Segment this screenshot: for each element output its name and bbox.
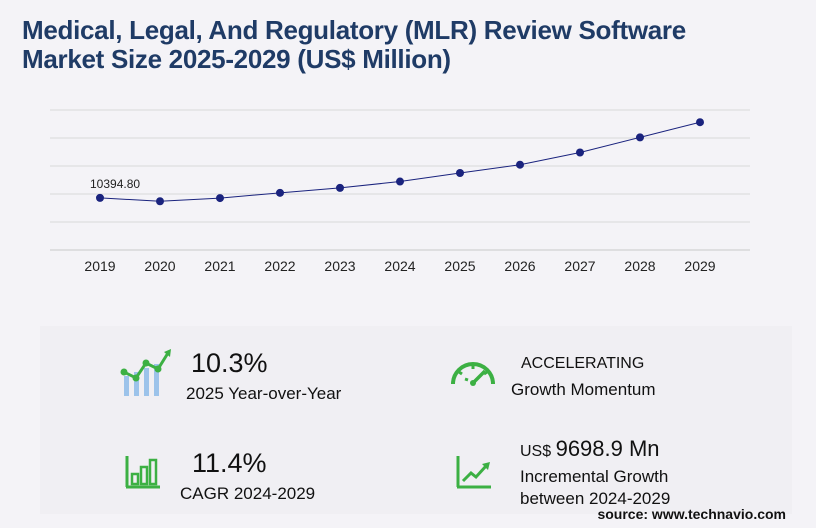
data-point (516, 160, 524, 169)
incremental-label-1: Incremental Growth (520, 467, 669, 486)
incremental-label-2: between 2024-2029 (520, 489, 671, 508)
cagr-value: 11.4% (192, 448, 267, 478)
data-point (96, 193, 104, 202)
growth-chart-icon (120, 349, 171, 396)
data-point (276, 188, 284, 197)
bar-chart-icon (125, 456, 160, 489)
data-point (396, 177, 404, 186)
data-point (156, 197, 164, 206)
x-tick-label: 2019 (84, 258, 115, 274)
title-line-2: Market Size 2025-2029 (US$ Million) (22, 44, 451, 74)
page-title: Medical, Legal, And Regulatory (MLR) Rev… (22, 16, 782, 74)
x-tick-label: 2025 (444, 258, 475, 274)
cagr-label: CAGR 2024-2029 (180, 484, 316, 503)
x-tick-label: 2027 (564, 258, 595, 274)
incremental-value: 9698.9 Mn (555, 436, 660, 461)
x-tick-label: 2029 (684, 258, 715, 274)
x-tick-label: 2022 (264, 258, 295, 274)
x-tick-label: 2028 (624, 258, 655, 274)
market-size-line-chart: 10394.80 2019 2020 2021 2022 2023 2024 2025 2026… (50, 109, 750, 274)
yoy-label: 2025 Year-over-Year (186, 384, 342, 403)
source-credit: source: www.technavio.com (597, 506, 786, 522)
yoy-value: 10.3% (191, 348, 268, 378)
x-tick-label: 2024 (384, 258, 415, 274)
x-tick-label: 2026 (504, 258, 535, 274)
momentum-value: ACCELERATING (521, 355, 645, 372)
title-line-1: Medical, Legal, And Regulatory (MLR) Rev… (22, 15, 686, 45)
momentum-label: Growth Momentum (511, 380, 656, 399)
data-label: 10394.80 (90, 177, 140, 191)
incremental-value-row: US$ 9698.9 Mn (520, 436, 660, 462)
incremental-currency: US$ (520, 443, 552, 460)
speedometer-icon (451, 362, 495, 386)
data-point (336, 183, 344, 192)
x-tick-label: 2020 (144, 258, 175, 274)
trend-line-icon (456, 456, 491, 489)
data-point (636, 133, 644, 142)
x-tick-label: 2023 (324, 258, 355, 274)
data-point (456, 169, 464, 177)
data-point (576, 148, 584, 157)
x-tick-label: 2021 (204, 258, 235, 274)
series-line (99, 121, 701, 202)
data-point (696, 118, 704, 127)
data-point (216, 194, 224, 203)
